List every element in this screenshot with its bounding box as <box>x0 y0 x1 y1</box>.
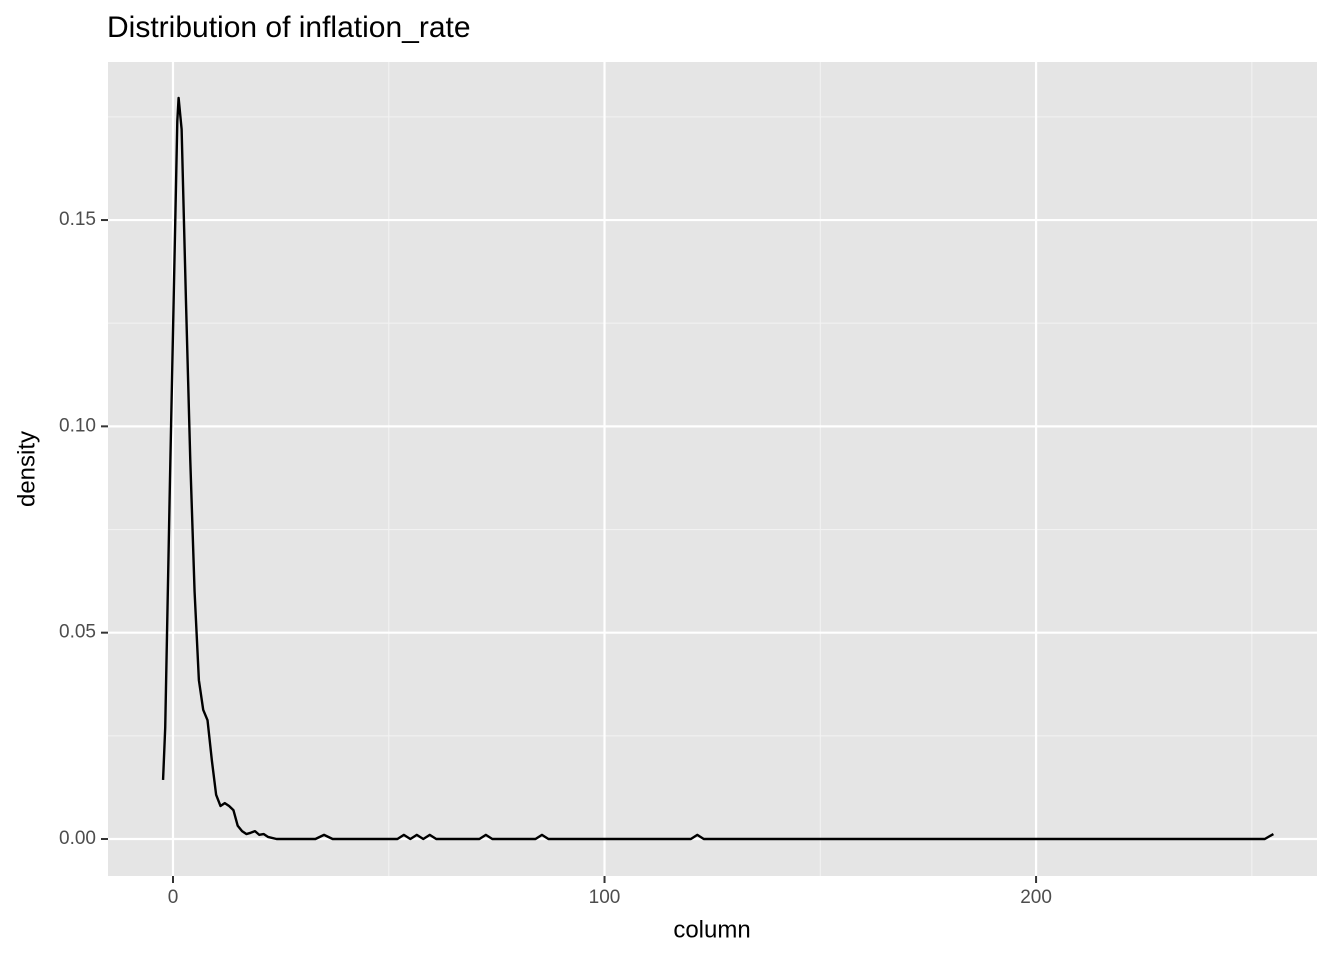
y-tick-label: 0.00 <box>59 828 96 849</box>
x-tick-label: 100 <box>589 887 621 908</box>
x-tick-label: 200 <box>1020 887 1052 908</box>
y-tick-label: 0.10 <box>59 415 96 436</box>
density-line <box>161 96 1275 841</box>
panel-background <box>108 62 1317 876</box>
y-axis-title: density <box>13 431 40 507</box>
y-tick-label: 0.15 <box>59 209 96 230</box>
x-tick-label: 0 <box>168 887 179 908</box>
x-axis-title: column <box>673 916 750 943</box>
y-tick-label: 0.05 <box>59 622 96 643</box>
chart-title: Distribution of inflation_rate <box>107 11 471 44</box>
